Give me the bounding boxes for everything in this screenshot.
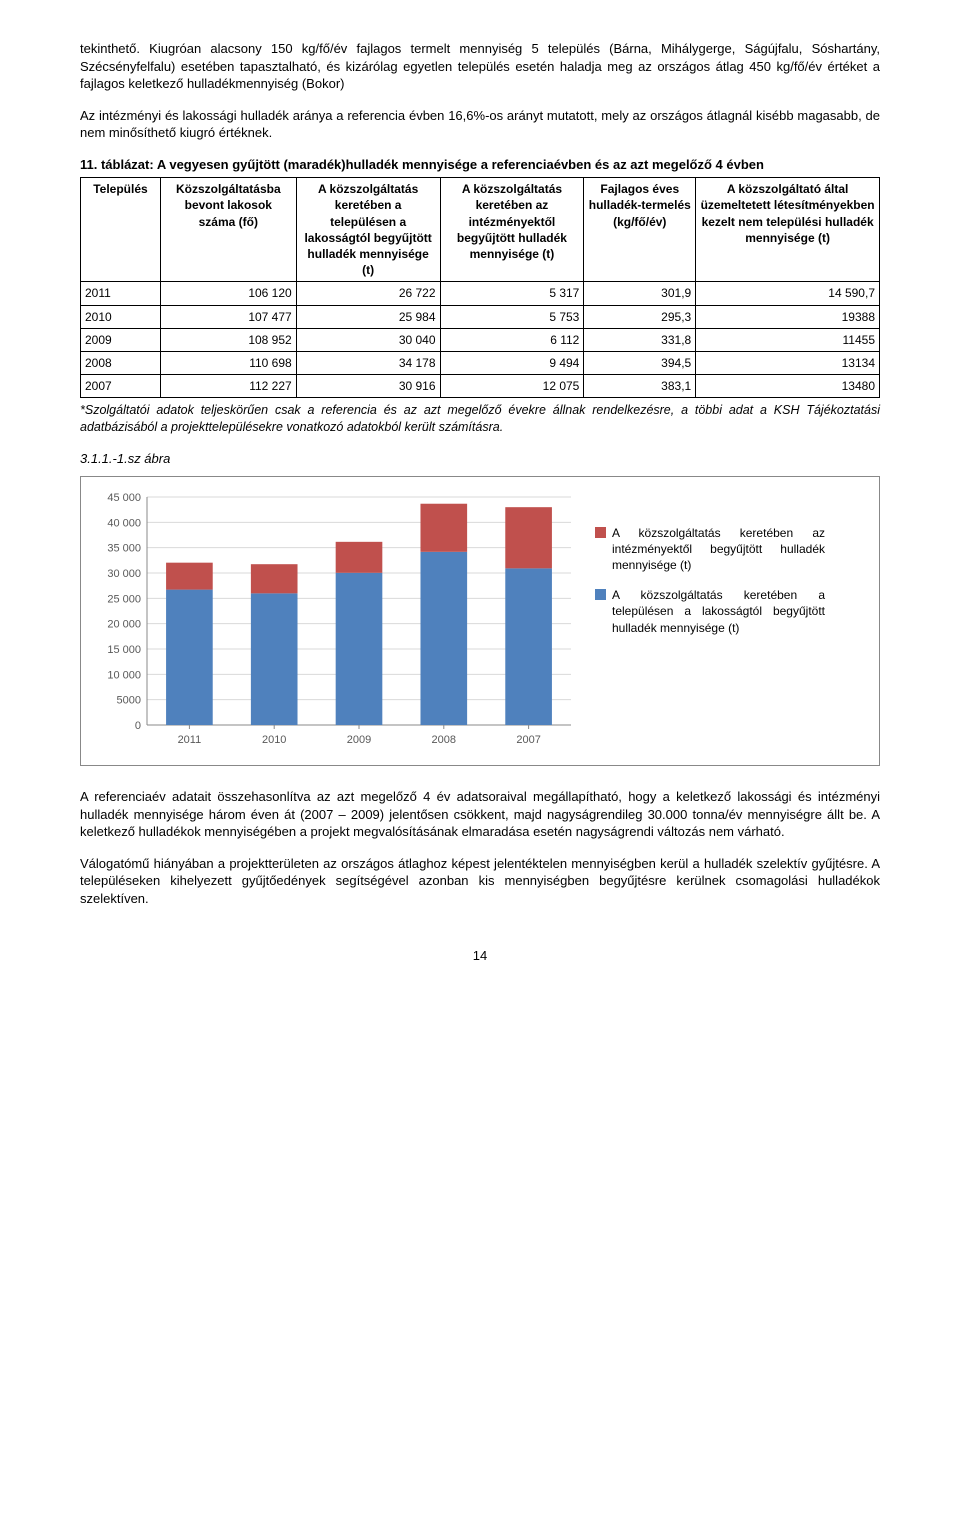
table-header: A közszolgáltató által üzemeltetett léte… [696,178,880,282]
table-row: 2011106 12026 7225 317301,914 590,7 [81,282,880,305]
table-cell: 13134 [696,351,880,374]
closing-paragraph: Válogatómű hiányában a projektterületen … [80,855,880,908]
chart-container: 0 5000 10 000 15 000 20 000 25 000 30 000 35 00… [80,476,880,767]
svg-text:10 000: 10 000 [107,669,141,681]
table-cell: 2009 [81,328,161,351]
svg-text:15 000: 15 000 [107,644,141,656]
legend-label: A közszolgáltatás keretében az intézmény… [612,525,825,574]
table-cell: 12 075 [440,375,584,398]
table-cell: 6 112 [440,328,584,351]
svg-text:2008: 2008 [432,734,456,746]
intro-paragraph: Az intézményi és lakossági hulladék arán… [80,107,880,142]
table-cell: 106 120 [160,282,296,305]
table-cell: 9 494 [440,351,584,374]
table-cell: 112 227 [160,375,296,398]
table-cell: 30 040 [296,328,440,351]
table-title: 11. táblázat: A vegyesen gyűjtött (marad… [80,156,880,174]
figure-label: 3.1.1.-1.sz ábra [80,450,880,468]
table-cell: 107 477 [160,305,296,328]
table-cell: 295,3 [584,305,696,328]
table-cell: 34 178 [296,351,440,374]
svg-text:30 000: 30 000 [107,568,141,580]
table-footnote: *Szolgáltatói adatok teljeskörűen csak a… [80,402,880,436]
table-row: 2010107 47725 9845 753295,319388 [81,305,880,328]
table-header: A közszolgáltatás keretében a települése… [296,178,440,282]
table-cell: 5 317 [440,282,584,305]
table-cell: 19388 [696,305,880,328]
chart-svg: 0 5000 10 000 15 000 20 000 25 000 30 000 35 00… [91,485,581,755]
table-cell: 110 698 [160,351,296,374]
svg-text:45 000: 45 000 [107,492,141,504]
table-cell: 13480 [696,375,880,398]
svg-text:25 000: 25 000 [107,593,141,605]
table-cell: 30 916 [296,375,440,398]
intro-paragraph: tekinthető. Kiugróan alacsony 150 kg/fő/… [80,40,880,93]
table-row: 2008110 69834 1789 494394,513134 [81,351,880,374]
table-header: Fajlagos éves hulladék-termelés (kg/fő/é… [584,178,696,282]
legend-item: A közszolgáltatás keretében az intézmény… [595,525,825,574]
legend-swatch [595,589,606,600]
chart-legend: A közszolgáltatás keretében az intézmény… [595,485,825,650]
table-cell: 2008 [81,351,161,374]
table-cell: 5 753 [440,305,584,328]
page-number: 14 [80,947,880,965]
table-cell: 394,5 [584,351,696,374]
chart-plot: 0 5000 10 000 15 000 20 000 25 000 30 000 35 00… [91,485,581,760]
svg-text:2007: 2007 [516,734,540,746]
table-row: 2009108 95230 0406 112331,811455 [81,328,880,351]
svg-text:0: 0 [135,720,141,732]
table-cell: 383,1 [584,375,696,398]
table-cell: 2010 [81,305,161,328]
table-cell: 14 590,7 [696,282,880,305]
table-cell: 331,8 [584,328,696,351]
table-header: Közszolgáltatásba bevont lakosok száma (… [160,178,296,282]
svg-text:2009: 2009 [347,734,371,746]
table-cell: 11455 [696,328,880,351]
table-cell: 25 984 [296,305,440,328]
table-cell: 2011 [81,282,161,305]
table-cell: 301,9 [584,282,696,305]
data-table: Település Közszolgáltatásba bevont lakos… [80,177,880,398]
table-header-row: Település Közszolgáltatásba bevont lakos… [81,178,880,282]
legend-label: A közszolgáltatás keretében a települése… [612,587,825,636]
svg-text:2010: 2010 [262,734,286,746]
svg-text:2011: 2011 [178,734,202,746]
closing-paragraph: A referenciaév adatait összehasonlítva a… [80,788,880,841]
svg-text:40 000: 40 000 [107,517,141,529]
legend-swatch [595,527,606,538]
table-cell: 2007 [81,375,161,398]
svg-text:5000: 5000 [117,694,141,706]
svg-text:20 000: 20 000 [107,618,141,630]
table-row: 2007112 22730 91612 075383,113480 [81,375,880,398]
table-cell: 108 952 [160,328,296,351]
table-cell: 26 722 [296,282,440,305]
table-header: A közszolgáltatás keretében az intézmény… [440,178,584,282]
svg-text:35 000: 35 000 [107,542,141,554]
legend-item: A közszolgáltatás keretében a települése… [595,587,825,636]
table-header: Település [81,178,161,282]
